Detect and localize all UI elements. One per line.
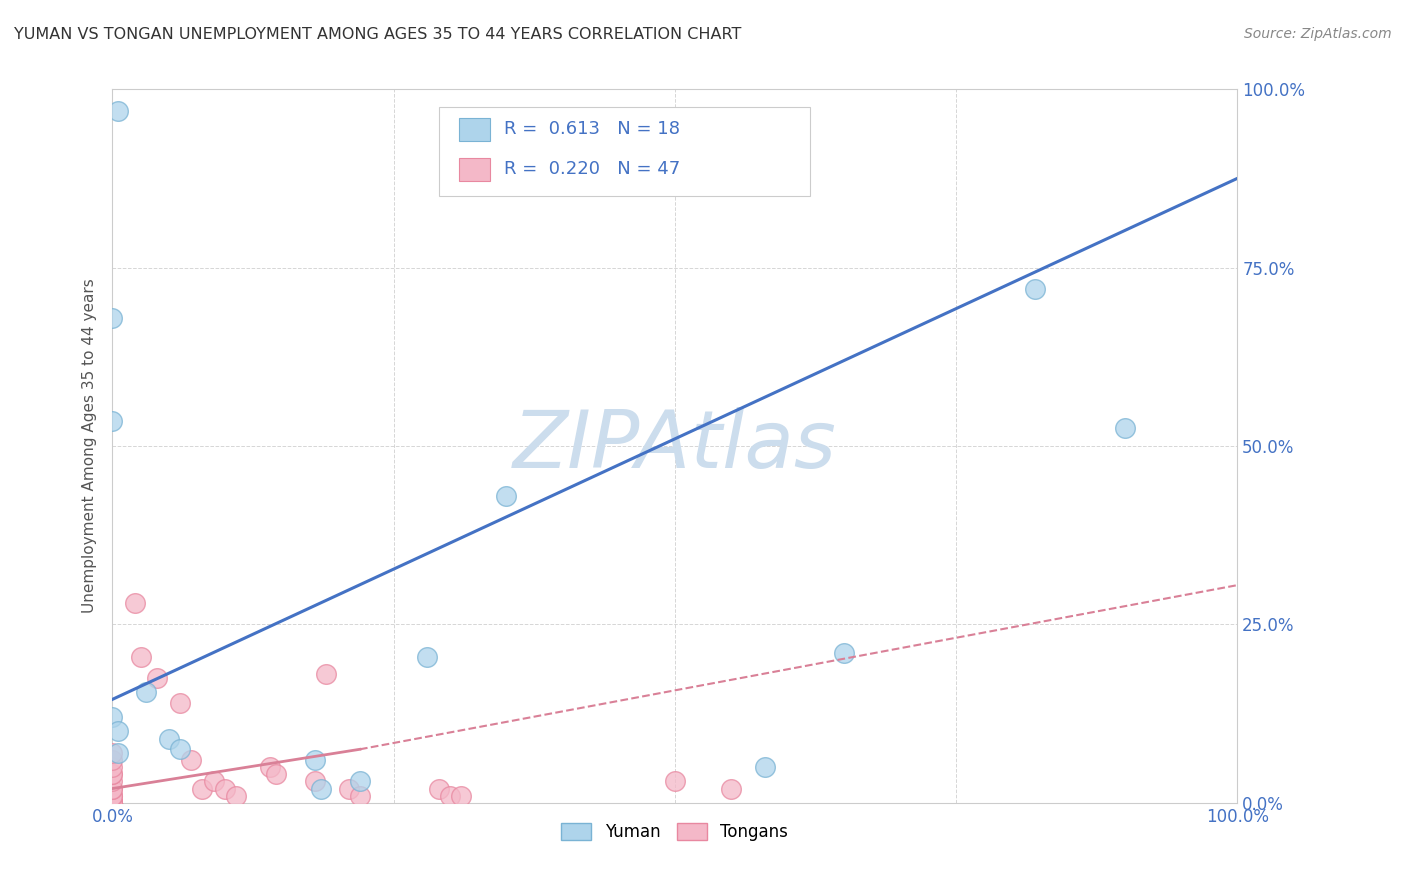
Point [664, 774, 686, 789]
Point [101, 796, 124, 810]
Bar [458, 158, 491, 180]
Point [101, 796, 124, 810]
Point [304, 753, 326, 767]
Point [832, 646, 855, 660]
Point [259, 760, 281, 774]
Point [101, 767, 124, 781]
Text: R =  0.220   N = 47: R = 0.220 N = 47 [503, 161, 681, 178]
Point [101, 789, 124, 803]
Point [101, 796, 124, 810]
Point [157, 731, 180, 746]
Point [720, 781, 742, 796]
FancyBboxPatch shape [439, 107, 810, 196]
Point [101, 796, 124, 810]
Point [101, 789, 124, 803]
Point [495, 489, 517, 503]
Point [349, 774, 371, 789]
Point [101, 796, 124, 810]
Point [101, 746, 124, 760]
Point [349, 789, 371, 803]
Point [439, 789, 461, 803]
Point [101, 796, 124, 810]
Point [101, 796, 124, 810]
Point [101, 414, 124, 428]
Point [107, 103, 129, 118]
Point [129, 649, 152, 664]
Point [309, 781, 332, 796]
Point [101, 767, 124, 781]
Text: R =  0.613   N = 18: R = 0.613 N = 18 [503, 120, 681, 138]
Bar [458, 118, 491, 141]
Point [101, 796, 124, 810]
Point [427, 781, 450, 796]
Point [101, 796, 124, 810]
Text: Source: ZipAtlas.com: Source: ZipAtlas.com [1244, 27, 1392, 41]
Point [337, 781, 360, 796]
Point [225, 789, 247, 803]
Point [315, 667, 337, 681]
Point [450, 789, 472, 803]
Point [1024, 282, 1046, 296]
Text: ZIPAtlas: ZIPAtlas [513, 407, 837, 485]
Point [1114, 421, 1136, 435]
Point [191, 781, 214, 796]
Point [124, 596, 146, 610]
Point [101, 774, 124, 789]
Point [101, 781, 124, 796]
Point [101, 781, 124, 796]
Legend: Yuman, Tongans: Yuman, Tongans [555, 816, 794, 848]
Point [101, 310, 124, 325]
Point [101, 796, 124, 810]
Point [754, 760, 776, 774]
Point [214, 781, 236, 796]
Point [101, 796, 124, 810]
Point [101, 753, 124, 767]
Point [101, 796, 124, 810]
Point [101, 796, 124, 810]
Text: YUMAN VS TONGAN UNEMPLOYMENT AMONG AGES 35 TO 44 YEARS CORRELATION CHART: YUMAN VS TONGAN UNEMPLOYMENT AMONG AGES … [14, 27, 741, 42]
Point [101, 710, 124, 724]
Point [101, 789, 124, 803]
Point [146, 671, 169, 685]
Point [180, 753, 202, 767]
Point [101, 760, 124, 774]
Point [101, 796, 124, 810]
Point [135, 685, 157, 699]
Point [264, 767, 287, 781]
Point [107, 724, 129, 739]
Y-axis label: Unemployment Among Ages 35 to 44 years: Unemployment Among Ages 35 to 44 years [82, 278, 97, 614]
Point [202, 774, 225, 789]
Point [304, 774, 326, 789]
Point [101, 796, 124, 810]
Point [169, 742, 191, 756]
Point [416, 649, 439, 664]
Point [169, 696, 191, 710]
Point [107, 746, 129, 760]
Point [101, 796, 124, 810]
